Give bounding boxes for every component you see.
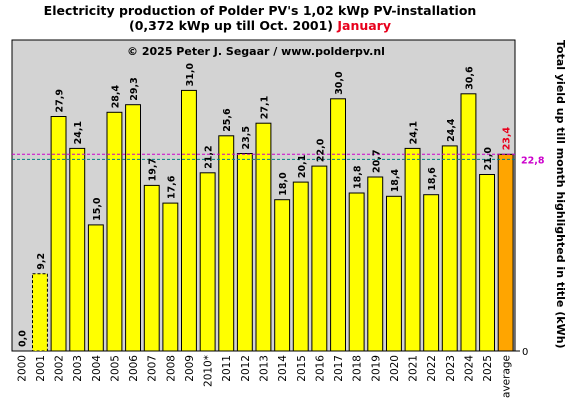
x-tick-label-2019: 2019	[370, 355, 382, 382]
value-label-2000: 0,0	[17, 330, 28, 347]
value-label-2009: 31,0	[185, 63, 196, 87]
value-label-2005: 28,4	[111, 84, 122, 108]
x-tick-label-average: average	[501, 355, 513, 398]
bar-2009	[181, 89, 197, 352]
value-label-2013: 27,1	[260, 96, 271, 119]
bar-2024	[460, 93, 477, 352]
value-label-2008: 17,6	[166, 175, 177, 199]
bar-2002	[50, 116, 67, 352]
x-tick-label-2017: 2017	[333, 355, 345, 382]
bar-2004	[87, 224, 104, 352]
x-tick-label-2016: 2016	[314, 355, 326, 382]
value-label-2019: 20,7	[371, 150, 382, 173]
bar-2013	[255, 122, 272, 352]
value-label-2016: 22,0	[315, 138, 326, 162]
chart-title-installation: (0,372 kWp up till Oct. 2001)	[129, 18, 333, 33]
x-tick-label-2020: 2020	[389, 355, 401, 382]
x-tick-label-2013: 2013	[259, 355, 271, 382]
x-tick-label-2009: 2009	[184, 355, 196, 382]
value-label-2023: 24,4	[446, 118, 457, 142]
bar-2014	[274, 199, 291, 352]
x-tick-label-2000: 2000	[16, 355, 28, 382]
x-tick-label-2022: 2022	[426, 355, 438, 382]
bar-2001	[32, 273, 48, 352]
bar-2023	[441, 145, 458, 352]
value-label-2003: 24,1	[73, 121, 84, 144]
value-label-2015: 20,1	[297, 155, 308, 178]
bar-2016	[311, 165, 328, 352]
value-label-2001: 9,2	[36, 253, 47, 270]
x-tick-label-2006: 2006	[128, 355, 140, 382]
bar-2010*	[199, 172, 216, 352]
average-value-label: 23,4	[502, 126, 513, 150]
copyright-text: © 2025 Peter J. Segaar / www.polderpv.nl	[127, 45, 385, 58]
bar-2018	[348, 192, 365, 352]
value-label-2006: 29,3	[129, 77, 140, 100]
bar-2011	[218, 135, 235, 352]
x-tick-label-2025: 2025	[482, 355, 494, 382]
bar-2020	[386, 195, 402, 352]
value-label-2021: 24,1	[409, 121, 420, 144]
x-tick-label-2024: 2024	[463, 355, 475, 382]
value-label-2012: 23,5	[241, 126, 252, 149]
x-tick-label-2008: 2008	[165, 355, 177, 382]
value-label-2007: 19,7	[148, 158, 159, 181]
bar-2015	[292, 181, 309, 352]
bar-2008	[162, 202, 179, 352]
value-label-2011: 25,6	[222, 108, 233, 132]
x-tick-label-2007: 2007	[147, 355, 159, 382]
x-tick-label-2001: 2001	[35, 355, 47, 382]
bar-2006	[125, 104, 141, 352]
x-tick-label-2018: 2018	[352, 355, 364, 382]
bar-2022	[423, 194, 440, 352]
value-label-2018: 18,8	[353, 165, 364, 189]
y-tick-label-0: 0	[522, 347, 528, 358]
x-tick-label-2002: 2002	[54, 355, 66, 382]
chart-title-line2: (0,372 kWp up till Oct. 2001) January	[0, 18, 520, 33]
bar-2025	[479, 174, 496, 352]
bar-2012	[236, 153, 253, 352]
value-label-2002: 27,9	[55, 89, 66, 112]
x-tick-label-2004: 2004	[91, 355, 103, 382]
value-label-2024: 30,6	[464, 66, 475, 90]
bar-2005	[106, 111, 123, 352]
bar-2003	[69, 147, 86, 352]
reference-line-label: 22,8	[521, 155, 545, 166]
chart-title-month: January	[337, 18, 391, 33]
value-label-2025: 21,0	[483, 147, 494, 171]
value-label-2022: 18,6	[427, 167, 438, 191]
bar-2021	[404, 147, 421, 352]
x-tick-label-2021: 2021	[408, 355, 420, 382]
y-axis-title: Total yield up till month highlighted in…	[554, 40, 566, 349]
x-tick-label-2010*: 2010*	[203, 355, 215, 387]
chart-title-line1: Electricity production of Polder PV's 1,…	[43, 3, 477, 18]
value-label-2020: 18,4	[390, 168, 401, 192]
y-axis-title-text: Total yield up till month highlighted in…	[554, 40, 566, 349]
value-label-2017: 30,0	[334, 71, 345, 95]
x-tick-label-2014: 2014	[277, 355, 289, 382]
value-label-2010*: 21,2	[204, 145, 215, 168]
value-label-2014: 18,0	[278, 172, 289, 196]
x-tick-label-2012: 2012	[240, 355, 252, 382]
bar-2019	[367, 176, 384, 352]
bar-2017	[330, 98, 347, 352]
x-tick-label-2015: 2015	[296, 355, 308, 382]
average-bar	[497, 153, 514, 352]
x-tick-label-2003: 2003	[72, 355, 84, 382]
value-label-2004: 15,0	[92, 197, 103, 221]
x-tick-label-2011: 2011	[221, 355, 233, 382]
x-tick-label-2005: 2005	[110, 355, 122, 382]
bar-2007	[143, 184, 160, 352]
x-tick-label-2023: 2023	[445, 355, 457, 382]
